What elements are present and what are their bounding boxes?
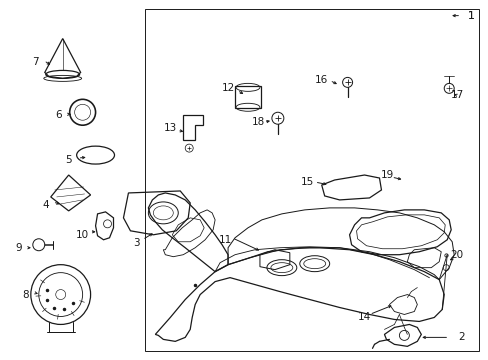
Text: 3: 3 xyxy=(133,238,140,248)
Text: 14: 14 xyxy=(357,312,370,323)
Text: 1: 1 xyxy=(467,11,473,21)
Text: 8: 8 xyxy=(22,289,29,300)
Text: 18: 18 xyxy=(251,117,264,127)
Text: 2: 2 xyxy=(457,332,464,342)
Text: 11: 11 xyxy=(218,235,231,245)
Text: 6: 6 xyxy=(55,110,62,120)
Text: 10: 10 xyxy=(76,230,89,240)
Text: 20: 20 xyxy=(450,250,463,260)
Text: 7: 7 xyxy=(32,58,39,67)
Text: 12: 12 xyxy=(221,84,234,93)
Text: 4: 4 xyxy=(42,200,49,210)
Text: 9: 9 xyxy=(16,243,22,253)
Text: 5: 5 xyxy=(65,155,72,165)
Text: 1: 1 xyxy=(467,11,474,21)
Text: 15: 15 xyxy=(301,177,314,187)
Text: 17: 17 xyxy=(449,90,463,100)
Text: 16: 16 xyxy=(314,75,327,85)
Text: 13: 13 xyxy=(163,123,177,133)
Text: 19: 19 xyxy=(380,170,393,180)
